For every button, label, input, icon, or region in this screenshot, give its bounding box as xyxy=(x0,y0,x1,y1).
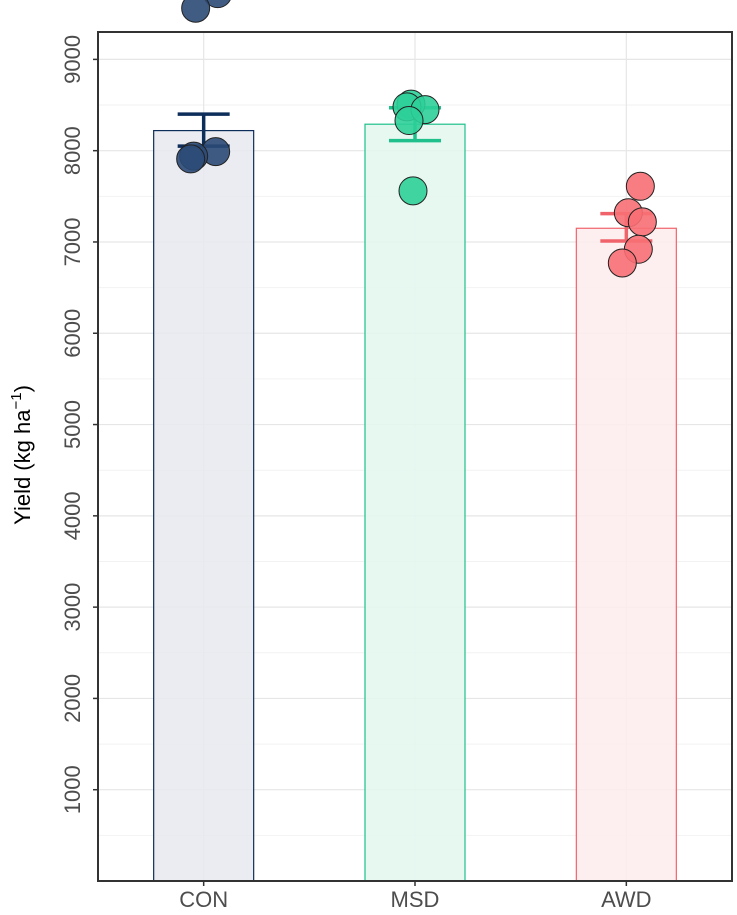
y-axis-ticks: 1000 2000 3000 4000 5000 6000 7000 8000 9000 xyxy=(60,35,98,814)
bars xyxy=(153,123,677,882)
y-tick-label: 4000 xyxy=(60,491,85,540)
point-awd xyxy=(607,248,637,278)
y-tick-label: 2000 xyxy=(60,674,85,723)
y-tick-label: 6000 xyxy=(60,309,85,358)
point-msd xyxy=(398,176,428,206)
x-axis-ticks: CON MSD AWD xyxy=(179,881,652,912)
bar-awd xyxy=(575,227,677,882)
y-axis-title-superscript: −1 xyxy=(8,392,25,409)
bar-con xyxy=(153,129,255,882)
x-tick-label-con: CON xyxy=(179,887,228,912)
point-con xyxy=(181,0,211,23)
y-tick-label: 7000 xyxy=(60,217,85,266)
y-tick-label: 9000 xyxy=(60,35,85,84)
point-awd xyxy=(625,171,655,201)
data-points xyxy=(176,0,657,278)
point-awd xyxy=(627,207,657,237)
point-con xyxy=(176,144,206,174)
x-tick-label-awd: AWD xyxy=(601,887,652,912)
bar-msd xyxy=(364,123,466,882)
point-con xyxy=(204,0,231,9)
x-tick-label-msd: MSD xyxy=(391,887,440,912)
point-msd xyxy=(394,106,424,136)
y-tick-label: 3000 xyxy=(60,583,85,632)
y-tick-label: 1000 xyxy=(60,765,85,814)
y-axis-title: Yield (kg ha−1) xyxy=(8,385,35,525)
y-tick-label: 5000 xyxy=(60,400,85,449)
y-axis-title-close: ) xyxy=(10,385,35,392)
y-axis-title-main: Yield (kg ha xyxy=(10,409,35,525)
y-tick-label: 8000 xyxy=(60,126,85,175)
